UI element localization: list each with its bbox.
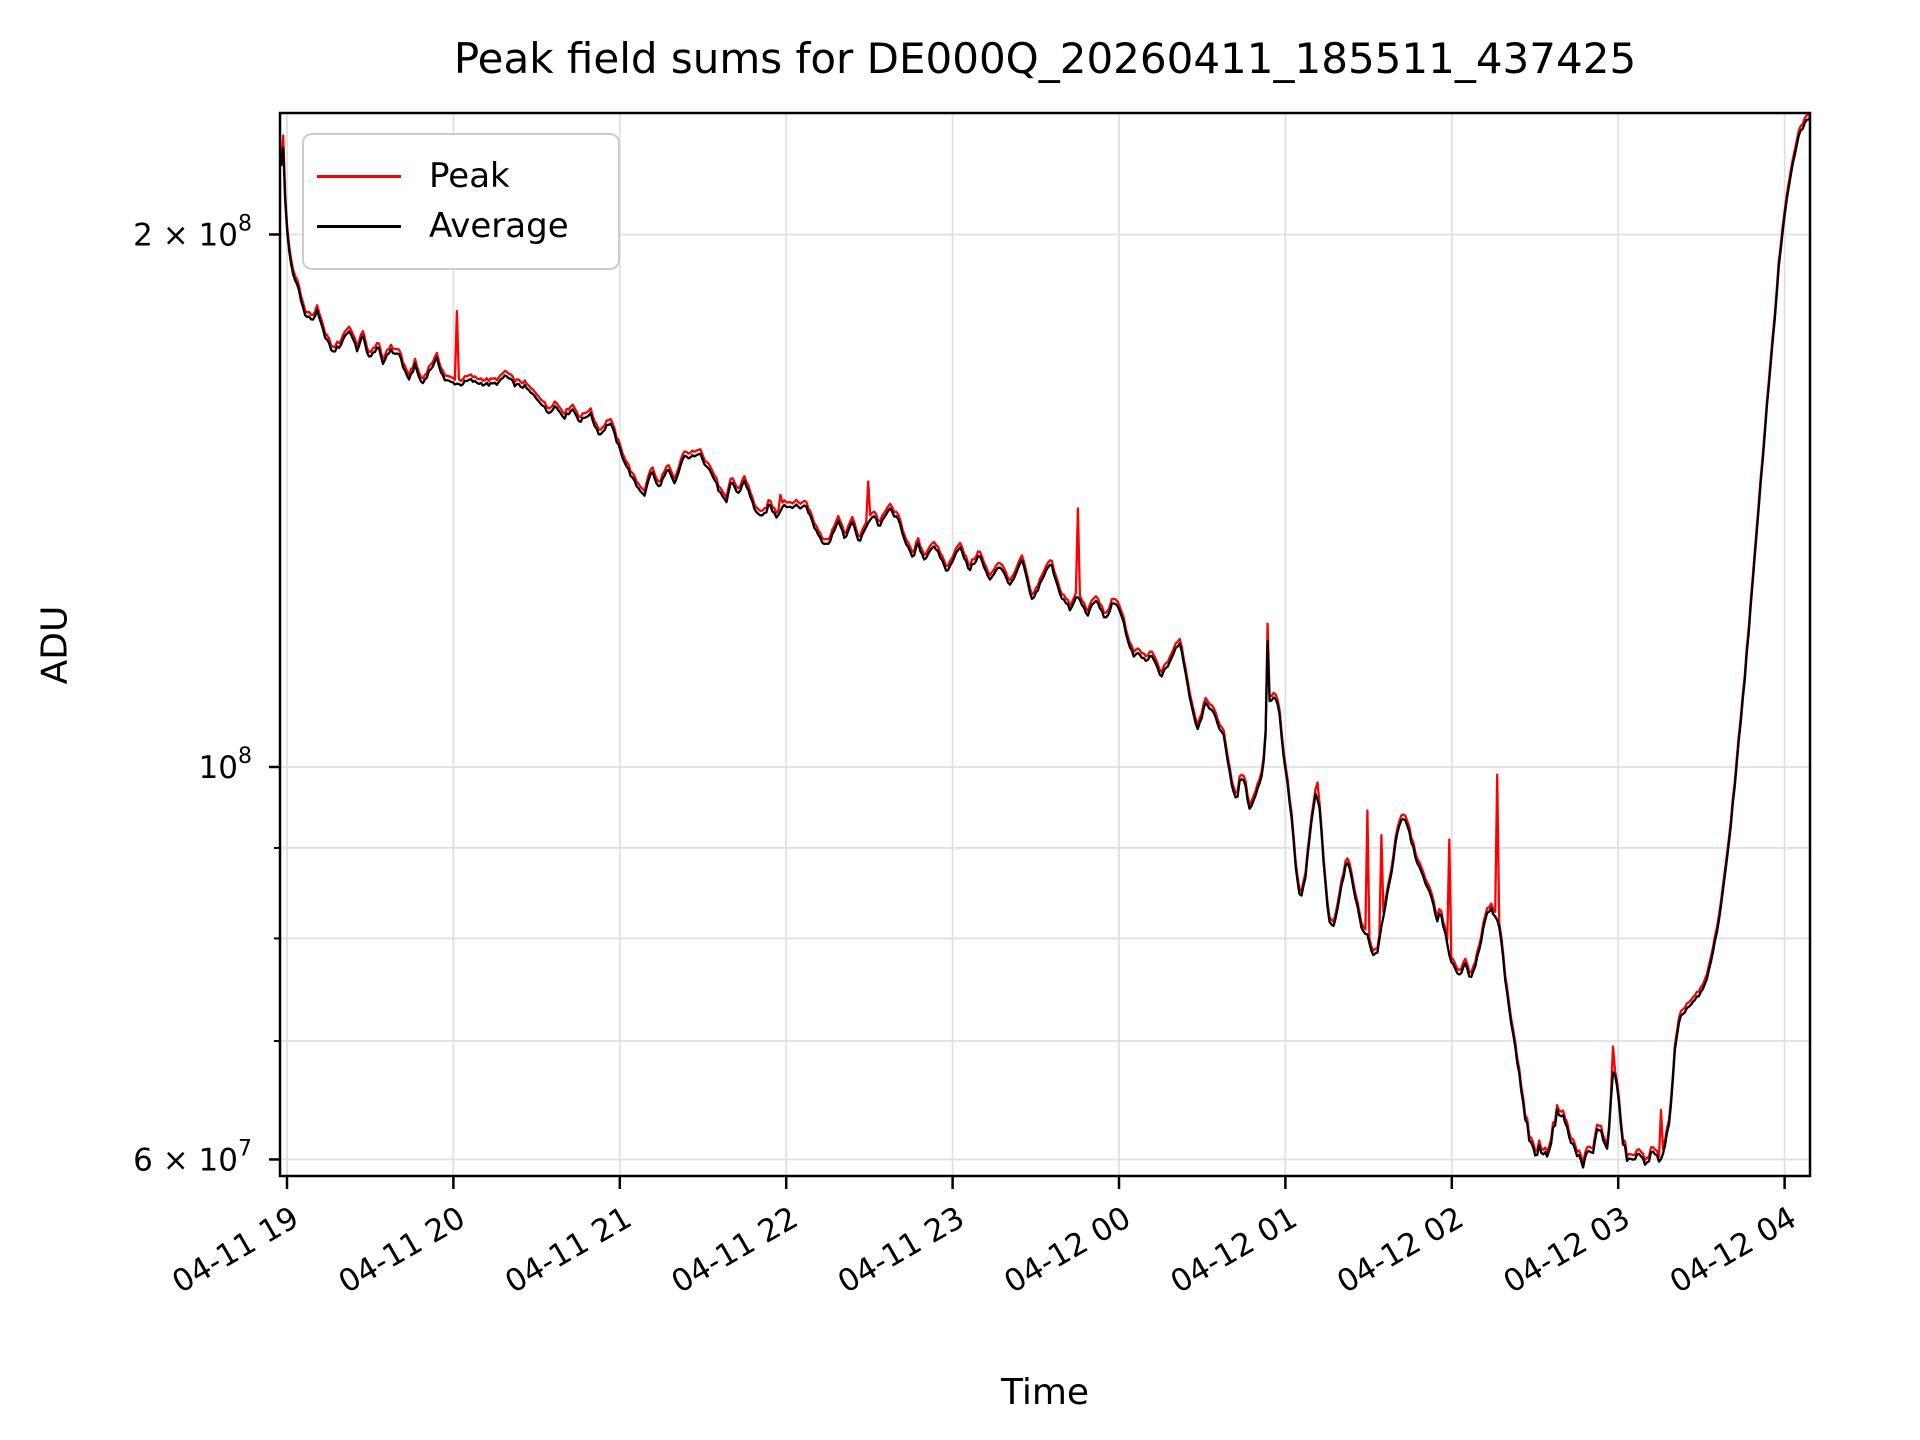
x-tick-label: 04-12 02 (1331, 1200, 1470, 1301)
y-tick-label: 108 (199, 744, 252, 786)
x-tick-label: 04-11 21 (499, 1200, 638, 1301)
y-tick-label: 6 × 107 (133, 1136, 252, 1178)
plot-frame (278, 111, 1812, 1178)
gridlines (280, 113, 1810, 1176)
x-tick-label: 04-11 23 (832, 1200, 971, 1301)
x-tick-label: 04-11 22 (665, 1200, 804, 1301)
legend: Peak Average (302, 133, 620, 270)
y-tick-labels: 2 × 108 108 6 × 107 (133, 211, 252, 1178)
x-tick-label: 04-11 19 (166, 1200, 305, 1301)
x-axis-label: Time (1000, 1372, 1090, 1413)
y-tick-label: 2 × 108 (133, 211, 252, 253)
axis-ticks (269, 233, 1786, 1189)
y-axis-label: ADU (34, 605, 76, 685)
x-tick-labels: 04-11 19 04-11 20 04-11 21 04-11 22 04-11 23… (166, 1200, 1802, 1301)
legend-entry-average: Average (317, 201, 618, 251)
x-tick-label: 04-12 04 (1664, 1200, 1803, 1301)
average-series-line (280, 116, 1810, 1169)
average-line-swatch (317, 224, 401, 228)
chart-title: Peak field sums for DE000Q_20260411_1855… (453, 34, 1637, 83)
peak-line-swatch (317, 174, 401, 178)
legend-label-average: Average (429, 206, 569, 246)
x-tick-label: 04-12 00 (998, 1200, 1137, 1301)
peak-series-line (280, 113, 1810, 1165)
x-tick-label: 04-12 03 (1497, 1200, 1636, 1301)
series-lines (280, 113, 1810, 1169)
x-tick-label: 04-11 20 (333, 1200, 472, 1301)
axes-spines (278, 111, 1812, 1178)
legend-entry-peak: Peak (317, 151, 618, 201)
x-tick-label: 04-12 01 (1165, 1200, 1304, 1301)
legend-label-peak: Peak (429, 156, 510, 196)
